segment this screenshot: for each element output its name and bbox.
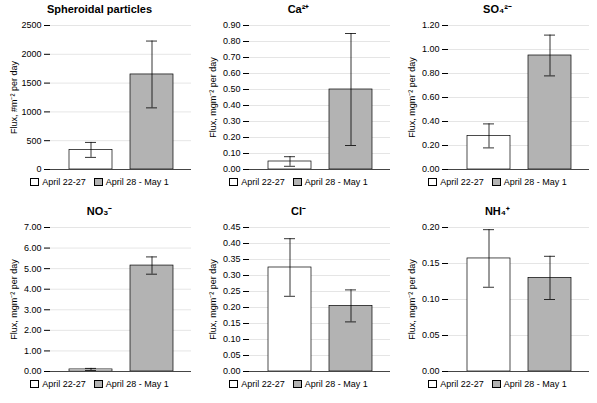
html-text:April 28 - May 1: April 28 - May 1 bbox=[105, 177, 169, 187]
svg-text:1000: 1000 bbox=[21, 107, 41, 117]
svg-text:0.00: 0.00 bbox=[24, 366, 42, 376]
svg-text:Flux, #m⁻² per day: Flux, #m⁻² per day bbox=[9, 60, 19, 134]
svg-text:0.40: 0.40 bbox=[223, 238, 241, 248]
svg-text:0.20: 0.20 bbox=[422, 140, 440, 150]
html-text:April 22-27: April 22-27 bbox=[42, 177, 86, 187]
svg-text:Flux, mgm⁻² per day: Flux, mgm⁻² per day bbox=[208, 57, 218, 138]
svg-text:0.00: 0.00 bbox=[223, 164, 241, 174]
svg-text:Flux, mgm⁻² per day: Flux, mgm⁻² per day bbox=[9, 259, 19, 340]
svg-text:0.20: 0.20 bbox=[422, 222, 440, 232]
svg-text:5.00: 5.00 bbox=[24, 264, 42, 274]
svg-text:1.20: 1.20 bbox=[422, 20, 440, 30]
svg-text:0.25: 0.25 bbox=[223, 286, 241, 296]
svg-text:0.35: 0.35 bbox=[223, 254, 241, 264]
svg-text:0.05: 0.05 bbox=[223, 350, 241, 360]
html-text:April 22-27: April 22-27 bbox=[42, 379, 86, 389]
html-text:April 28 - May 1: April 28 - May 1 bbox=[304, 177, 368, 187]
svg-text:0.45: 0.45 bbox=[223, 222, 241, 232]
svg-text:3.00: 3.00 bbox=[24, 305, 42, 315]
svg-text:0.80: 0.80 bbox=[422, 68, 440, 78]
svg-text:7.00: 7.00 bbox=[24, 222, 42, 232]
svg-text:0.60: 0.60 bbox=[422, 92, 440, 102]
html-text:April 28 - May 1: April 28 - May 1 bbox=[503, 379, 567, 389]
svg-text:0.70: 0.70 bbox=[223, 52, 241, 62]
svg-text:Flux, mgm⁻² per day: Flux, mgm⁻² per day bbox=[407, 57, 417, 138]
svg-text:500: 500 bbox=[26, 136, 41, 146]
html-text:Cl⁻: Cl⁻ bbox=[291, 205, 306, 217]
svg-text:1.00: 1.00 bbox=[422, 44, 440, 54]
html-text:NH₄⁺: NH₄⁺ bbox=[484, 205, 511, 217]
svg-text:0.60: 0.60 bbox=[223, 68, 241, 78]
html-text:Spheroidal particles: Spheroidal particles bbox=[46, 3, 153, 15]
svg-text:0.15: 0.15 bbox=[223, 318, 241, 328]
svg-text:1.00: 1.00 bbox=[24, 346, 42, 356]
svg-text:2000: 2000 bbox=[21, 49, 41, 59]
html-text:April 22-27: April 22-27 bbox=[241, 379, 285, 389]
html-text:Ca²⁺: Ca²⁺ bbox=[287, 3, 310, 15]
html-text:April 28 - May 1: April 28 - May 1 bbox=[304, 379, 368, 389]
svg-text:Flux, mgm⁻² per day: Flux, mgm⁻² per day bbox=[407, 259, 417, 340]
svg-text:0: 0 bbox=[36, 164, 41, 174]
svg-text:6.00: 6.00 bbox=[24, 243, 42, 253]
html-text:SO₄²⁻: SO₄²⁻ bbox=[483, 3, 512, 15]
svg-text:0.20: 0.20 bbox=[223, 132, 241, 142]
svg-text:0.10: 0.10 bbox=[223, 148, 241, 158]
html-text:NO₃⁻: NO₃⁻ bbox=[86, 205, 113, 217]
svg-text:0.00: 0.00 bbox=[422, 164, 440, 174]
svg-text:Flux, mgm⁻² per day: Flux, mgm⁻² per day bbox=[208, 259, 218, 340]
svg-text:2500: 2500 bbox=[21, 20, 41, 30]
svg-text:0.30: 0.30 bbox=[223, 270, 241, 280]
html-text:April 28 - May 1: April 28 - May 1 bbox=[105, 379, 169, 389]
html-text:April 22-27: April 22-27 bbox=[440, 379, 484, 389]
svg-text:0.15: 0.15 bbox=[422, 258, 440, 268]
svg-text:1500: 1500 bbox=[21, 78, 41, 88]
svg-text:0.10: 0.10 bbox=[422, 294, 440, 304]
svg-text:0.50: 0.50 bbox=[223, 84, 241, 94]
svg-text:4.00: 4.00 bbox=[24, 284, 42, 294]
svg-text:0.00: 0.00 bbox=[223, 366, 241, 376]
svg-text:0.00: 0.00 bbox=[422, 366, 440, 376]
svg-text:2.00: 2.00 bbox=[24, 325, 42, 335]
svg-text:0.90: 0.90 bbox=[223, 20, 241, 30]
html-text:April 22-27: April 22-27 bbox=[440, 177, 484, 187]
html-text:April 22-27: April 22-27 bbox=[241, 177, 285, 187]
svg-text:0.40: 0.40 bbox=[422, 116, 440, 126]
svg-text:0.30: 0.30 bbox=[223, 116, 241, 126]
svg-text:0.40: 0.40 bbox=[223, 100, 241, 110]
svg-text:0.20: 0.20 bbox=[223, 302, 241, 312]
svg-text:0.05: 0.05 bbox=[422, 330, 440, 340]
svg-text:0.80: 0.80 bbox=[223, 36, 241, 46]
svg-text:0.10: 0.10 bbox=[223, 334, 241, 344]
html-text:April 28 - May 1: April 28 - May 1 bbox=[503, 177, 567, 187]
